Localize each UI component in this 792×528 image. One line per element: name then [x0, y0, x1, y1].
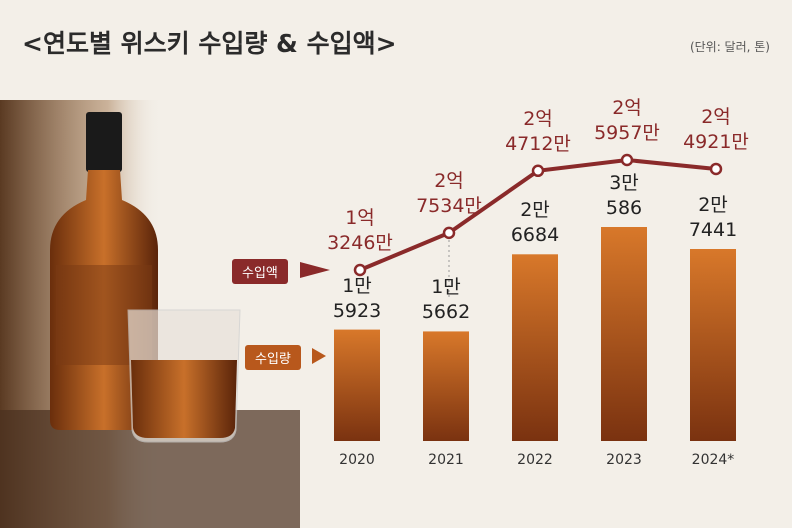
bar [601, 227, 647, 441]
x-tick-label: 2023 [606, 452, 642, 468]
bar [334, 329, 380, 441]
bar-value-label: 1만 5662 [421, 276, 471, 324]
tag-arrow [312, 348, 326, 364]
bar-value-label: 2만 6684 [510, 199, 560, 247]
line-value-label: 2억 7534만 [416, 169, 482, 217]
line-marker [442, 226, 456, 240]
bar [512, 254, 558, 441]
line-value-label: 2억 4921만 [683, 105, 749, 153]
bar-value-label: 1만 5923 [332, 274, 382, 322]
unit-note: (단위: 달러, 톤) [689, 40, 770, 54]
bar-value-label: 2만 7441 [688, 194, 738, 241]
bar [690, 249, 736, 441]
line-value-label: 2억 4712만 [505, 107, 571, 155]
line-marker [353, 263, 367, 277]
line-marker [620, 153, 634, 167]
line-value-label: 1억 3246만 [327, 207, 393, 254]
line-marker [709, 162, 723, 176]
line-marker [531, 164, 545, 178]
line-value-label: 2억 5957만 [594, 97, 660, 144]
chart-title: <연도별 위스키 수입량 & 수입액> [22, 29, 397, 58]
x-tick-label: 2024* [691, 452, 735, 468]
glass [127, 309, 241, 443]
bar-value-label: 3만 586 [605, 172, 643, 219]
series-tag: 수입량 [245, 345, 301, 370]
bar [423, 331, 469, 441]
tag-arrow [300, 262, 330, 278]
x-tick-label: 2021 [428, 452, 464, 468]
x-tick-label: 2020 [339, 452, 375, 468]
x-tick-label: 2022 [517, 452, 553, 468]
series-tag: 수입액 [232, 259, 288, 284]
